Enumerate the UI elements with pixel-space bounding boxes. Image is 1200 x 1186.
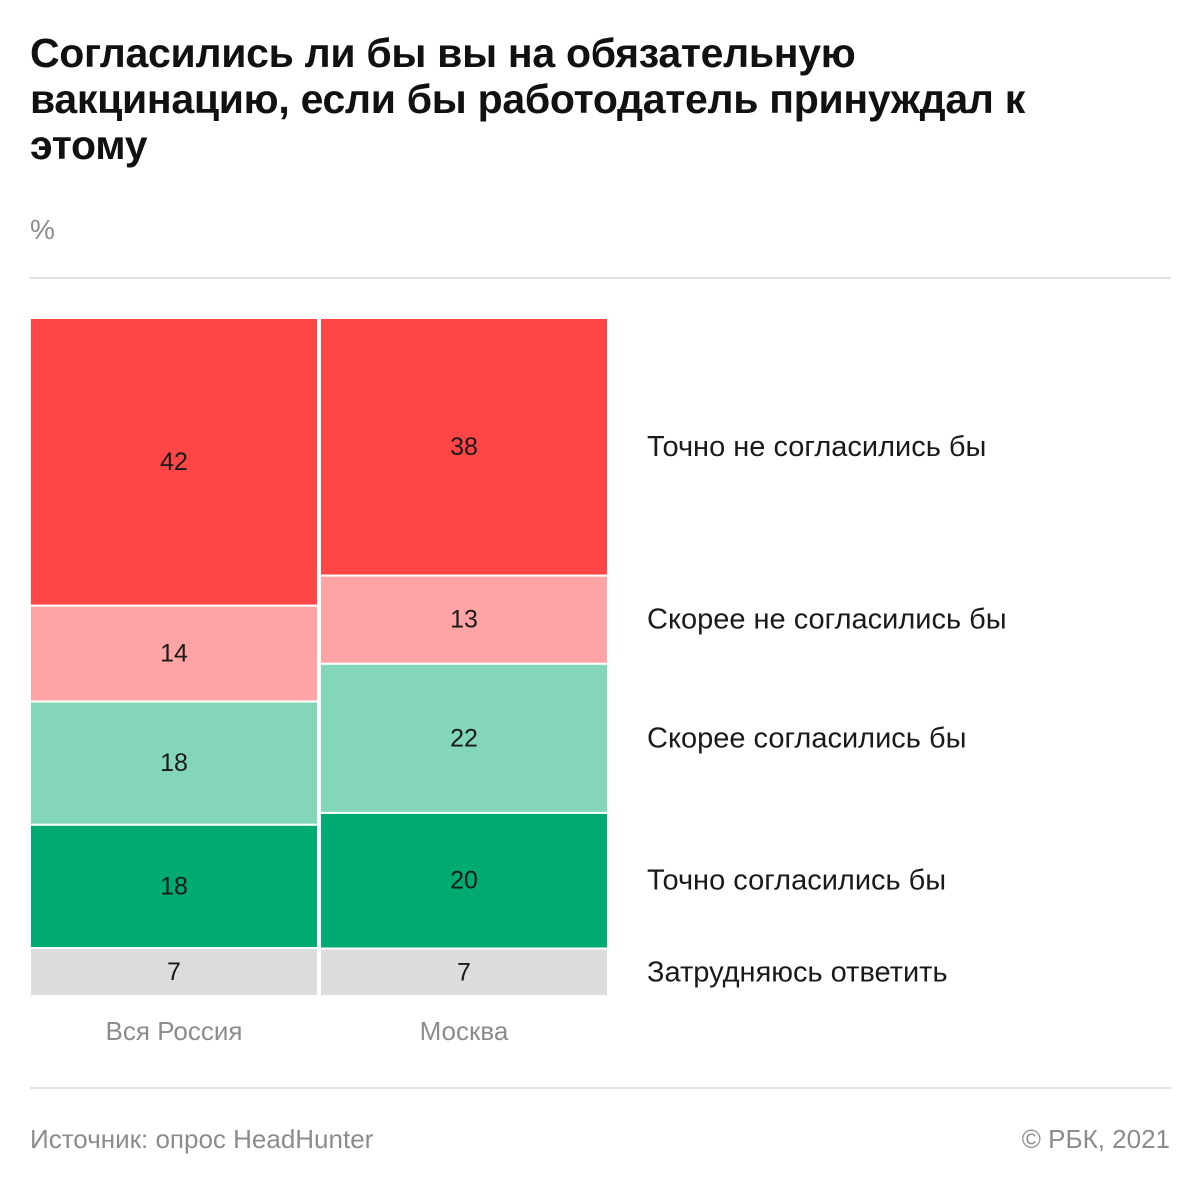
data-label: 7 — [457, 958, 471, 986]
data-label: 42 — [160, 448, 188, 476]
category-label: Москва — [420, 1016, 509, 1046]
data-label: 7 — [167, 958, 181, 986]
legend-label: Скорее согласились бы — [647, 722, 966, 754]
source-note: Источник: опрос HeadHunter — [30, 1124, 374, 1154]
top-divider — [30, 277, 1171, 279]
data-label: 18 — [160, 749, 188, 777]
data-label: 14 — [160, 640, 188, 668]
legend-label: Затрудняюсь ответить — [647, 956, 948, 988]
bar-segment — [29, 700, 319, 826]
data-label: 20 — [450, 867, 478, 895]
data-label: 38 — [450, 433, 478, 461]
bar-segment — [29, 823, 319, 950]
data-label: 13 — [450, 606, 478, 634]
unit-label: % — [30, 214, 55, 245]
bar-segment — [29, 947, 319, 997]
data-label: 18 — [160, 872, 188, 900]
bar-segment — [319, 811, 609, 950]
legend-label: Скорее не согласились бы — [647, 604, 1007, 636]
legend-label: Точно согласились бы — [647, 865, 946, 897]
category-label: Вся Россия — [106, 1016, 243, 1046]
bar-segment — [319, 317, 609, 577]
bar-segment — [29, 604, 319, 703]
bar-segment — [319, 574, 609, 665]
bar-segment — [319, 947, 609, 997]
bar-segment — [29, 317, 319, 607]
bottom-divider — [30, 1087, 1171, 1089]
legend-label: Точно не согласились бы — [647, 431, 986, 463]
chart-title: Согласились ли бы вы на обязательную вак… — [30, 30, 1025, 168]
copyright-note: © РБК, 2021 — [1021, 1124, 1170, 1154]
data-label: 22 — [450, 724, 478, 752]
